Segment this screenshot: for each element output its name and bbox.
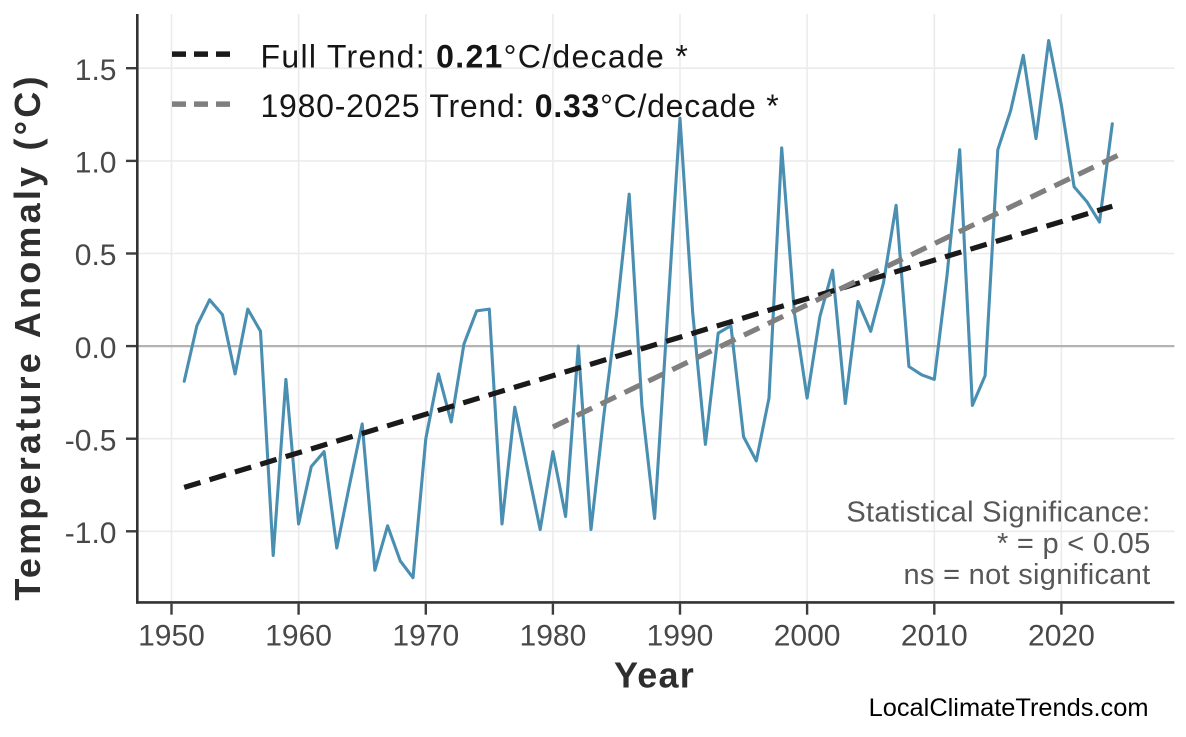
- svg-text:1.0: 1.0: [75, 147, 117, 180]
- svg-text:2020: 2020: [1028, 620, 1095, 653]
- svg-text:2010: 2010: [901, 620, 968, 653]
- svg-text:1.5: 1.5: [75, 54, 117, 87]
- svg-text:-0.5: -0.5: [65, 424, 117, 457]
- svg-text:0.5: 0.5: [75, 239, 117, 272]
- svg-text:Statistical Significance:: Statistical Significance:: [846, 497, 1150, 529]
- svg-text:Temperature Anomaly (°C): Temperature Anomaly (°C): [7, 73, 48, 600]
- svg-text:-1.0: -1.0: [65, 517, 117, 550]
- svg-text:1970: 1970: [392, 620, 459, 653]
- svg-text:1980-2025 Trend: 0.33°C/decade: 1980-2025 Trend: 0.33°C/decade *: [261, 88, 780, 124]
- svg-text:1950: 1950: [138, 620, 205, 653]
- svg-text:2000: 2000: [774, 620, 841, 653]
- svg-text:Full Trend: 0.21°C/decade *: Full Trend: 0.21°C/decade *: [261, 39, 690, 75]
- svg-text:0.0: 0.0: [75, 332, 117, 365]
- svg-text:1960: 1960: [265, 620, 332, 653]
- svg-text:LocalClimateTrends.com: LocalClimateTrends.com: [869, 694, 1149, 722]
- svg-text:1990: 1990: [647, 620, 714, 653]
- svg-text:Year: Year: [614, 655, 695, 696]
- svg-text:* = p < 0.05: * = p < 0.05: [997, 528, 1151, 560]
- svg-text:1980: 1980: [520, 620, 587, 653]
- svg-text:ns = not significant: ns = not significant: [903, 559, 1150, 591]
